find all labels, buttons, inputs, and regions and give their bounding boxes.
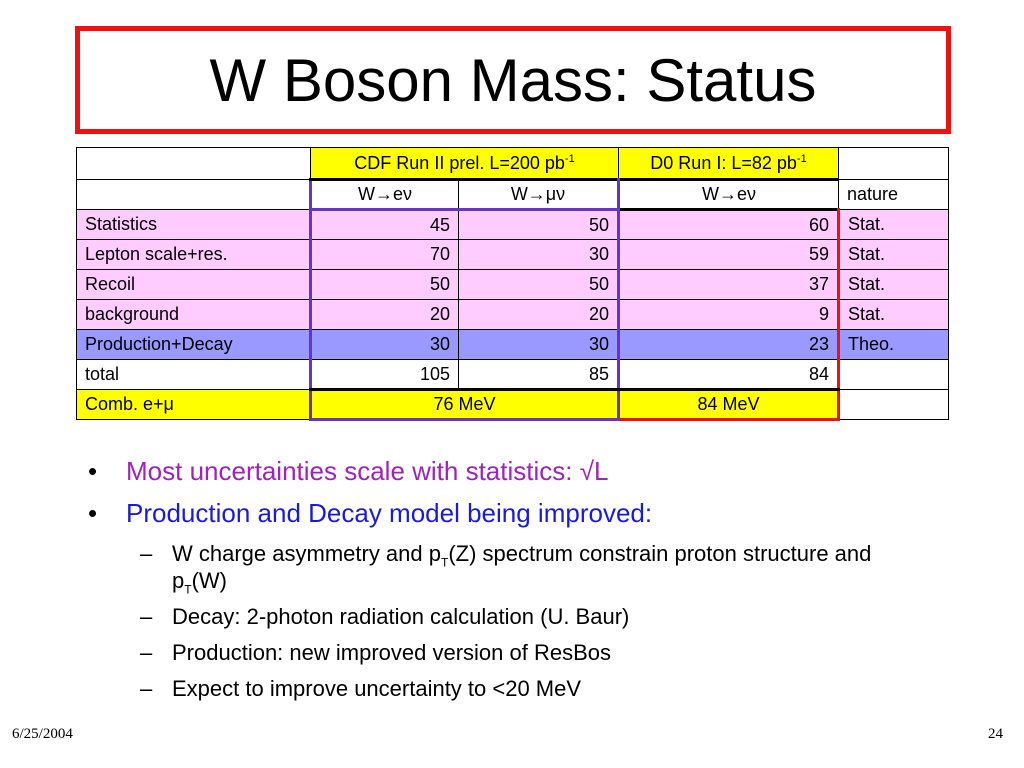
subheader-cdf-mu: W→μν	[458, 178, 620, 210]
row-label: Recoil	[76, 269, 311, 300]
sub-bullet-item: – Production: new improved version of Re…	[140, 639, 988, 666]
bullet-dot: •	[88, 498, 98, 528]
bullet-item: • Production and Decay model being impro…	[88, 498, 988, 528]
cell-d0: 60	[617, 208, 840, 240]
sub-bullet-item: – W charge asymmetry and pT(Z) spectrum …	[140, 540, 988, 597]
cell-d0: 84	[617, 359, 840, 391]
sub-bullet-text: Production: new improved version of ResB…	[172, 640, 611, 665]
cell-d0: 37	[617, 269, 840, 300]
cell-cdf-e: 70	[309, 239, 459, 270]
table-comb-row: Comb. e+μ 76 MeV 84 MeV	[76, 389, 949, 421]
cell-cdf-mu: 50	[458, 208, 620, 240]
cell-cdf-mu: 30	[458, 329, 620, 360]
uncertainty-table: CDF Run II prel. L=200 pb-1 D0 Run I: L=…	[76, 147, 949, 421]
sub-bullet-text: W charge asymmetry and pT(Z) spectrum co…	[172, 541, 872, 597]
header-cdf: CDF Run II prel. L=200 pb-1	[310, 147, 619, 180]
subheader-cdf-e: W→eν	[309, 178, 459, 210]
cell-nature	[838, 359, 949, 390]
bullet-list: • Most uncertainties scale with statisti…	[88, 456, 988, 711]
slide-title: W Boson Mass: Status	[209, 46, 817, 114]
row-label: Statistics	[76, 209, 311, 240]
subheader-nature: nature	[838, 179, 949, 210]
title-box: W Boson Mass: Status	[75, 26, 951, 134]
bullet-text-production: Production and Decay model being improve…	[126, 498, 653, 528]
table-row: Lepton scale+res. 70 30 59 Stat.	[76, 239, 949, 270]
bullet-text-statistics: Most uncertainties scale with statistics…	[126, 456, 609, 486]
row-label: Production+Decay	[76, 329, 311, 360]
subheader-d0-e: W→eν	[618, 178, 839, 210]
cell-cdf-e: 30	[309, 329, 459, 360]
sub-bullet-dash: –	[140, 604, 153, 629]
cell-nature: Stat.	[838, 269, 949, 300]
sub-bullet-dash: –	[140, 676, 153, 701]
sub-bullet-dash: –	[140, 640, 153, 665]
table-subheader-row: W→eν W→μν W→eν nature	[76, 178, 949, 210]
cell-nature: Stat.	[838, 299, 949, 330]
cell-cdf-mu: 85	[458, 359, 620, 391]
cell-cdf-mu: 50	[458, 269, 620, 300]
table-row: total 105 85 84	[76, 359, 949, 391]
header-d0: D0 Run I: L=82 pb-1	[618, 147, 839, 180]
sub-bullet-dash: –	[140, 541, 153, 566]
table-row: Production+Decay 30 30 23 Theo.	[76, 329, 949, 360]
cell-nature: Stat.	[838, 209, 949, 240]
bullet-item: • Most uncertainties scale with statisti…	[88, 456, 988, 486]
cell-d0: 59	[617, 239, 840, 270]
sub-bullet-text: Expect to improve uncertainty to <20 MeV	[172, 676, 582, 701]
comb-cdf: 76 MeV	[309, 389, 620, 421]
cell-cdf-e: 105	[309, 359, 459, 391]
row-label: total	[76, 359, 311, 390]
cell-cdf-mu: 20	[458, 299, 620, 330]
cell-d0: 23	[617, 329, 840, 360]
table-row: Statistics 45 50 60 Stat.	[76, 208, 949, 240]
table-header-row: CDF Run II prel. L=200 pb-1 D0 Run I: L=…	[76, 147, 949, 180]
table-row: Recoil 50 50 37 Stat.	[76, 269, 949, 300]
header-empty-cell	[838, 147, 949, 180]
table-row: background 20 20 9 Stat.	[76, 299, 949, 330]
sub-bullet-item: – Expect to improve uncertainty to <20 M…	[140, 675, 988, 702]
footer-date: 6/25/2004	[12, 726, 73, 742]
cell-d0: 9	[617, 299, 840, 330]
row-label: background	[76, 299, 311, 330]
cell-cdf-mu: 30	[458, 239, 620, 270]
comb-empty-cell	[838, 389, 949, 420]
cell-nature: Theo.	[838, 329, 949, 360]
bullet-dot: •	[88, 456, 98, 486]
comb-label: Comb. e+μ	[76, 389, 311, 420]
sub-bullet-item: – Decay: 2-photon radiation calculation …	[140, 603, 988, 630]
subheader-empty-cell	[76, 179, 311, 210]
sub-bullet-text: Decay: 2-photon radiation calculation (U…	[172, 604, 630, 629]
cell-cdf-e: 45	[309, 208, 459, 240]
cell-cdf-e: 50	[309, 269, 459, 300]
cell-nature: Stat.	[838, 239, 949, 270]
row-label: Lepton scale+res.	[76, 239, 311, 270]
comb-d0: 84 MeV	[617, 389, 840, 421]
cell-cdf-e: 20	[309, 299, 459, 330]
slide-number: 24	[988, 726, 1003, 742]
header-empty-cell	[76, 147, 311, 180]
